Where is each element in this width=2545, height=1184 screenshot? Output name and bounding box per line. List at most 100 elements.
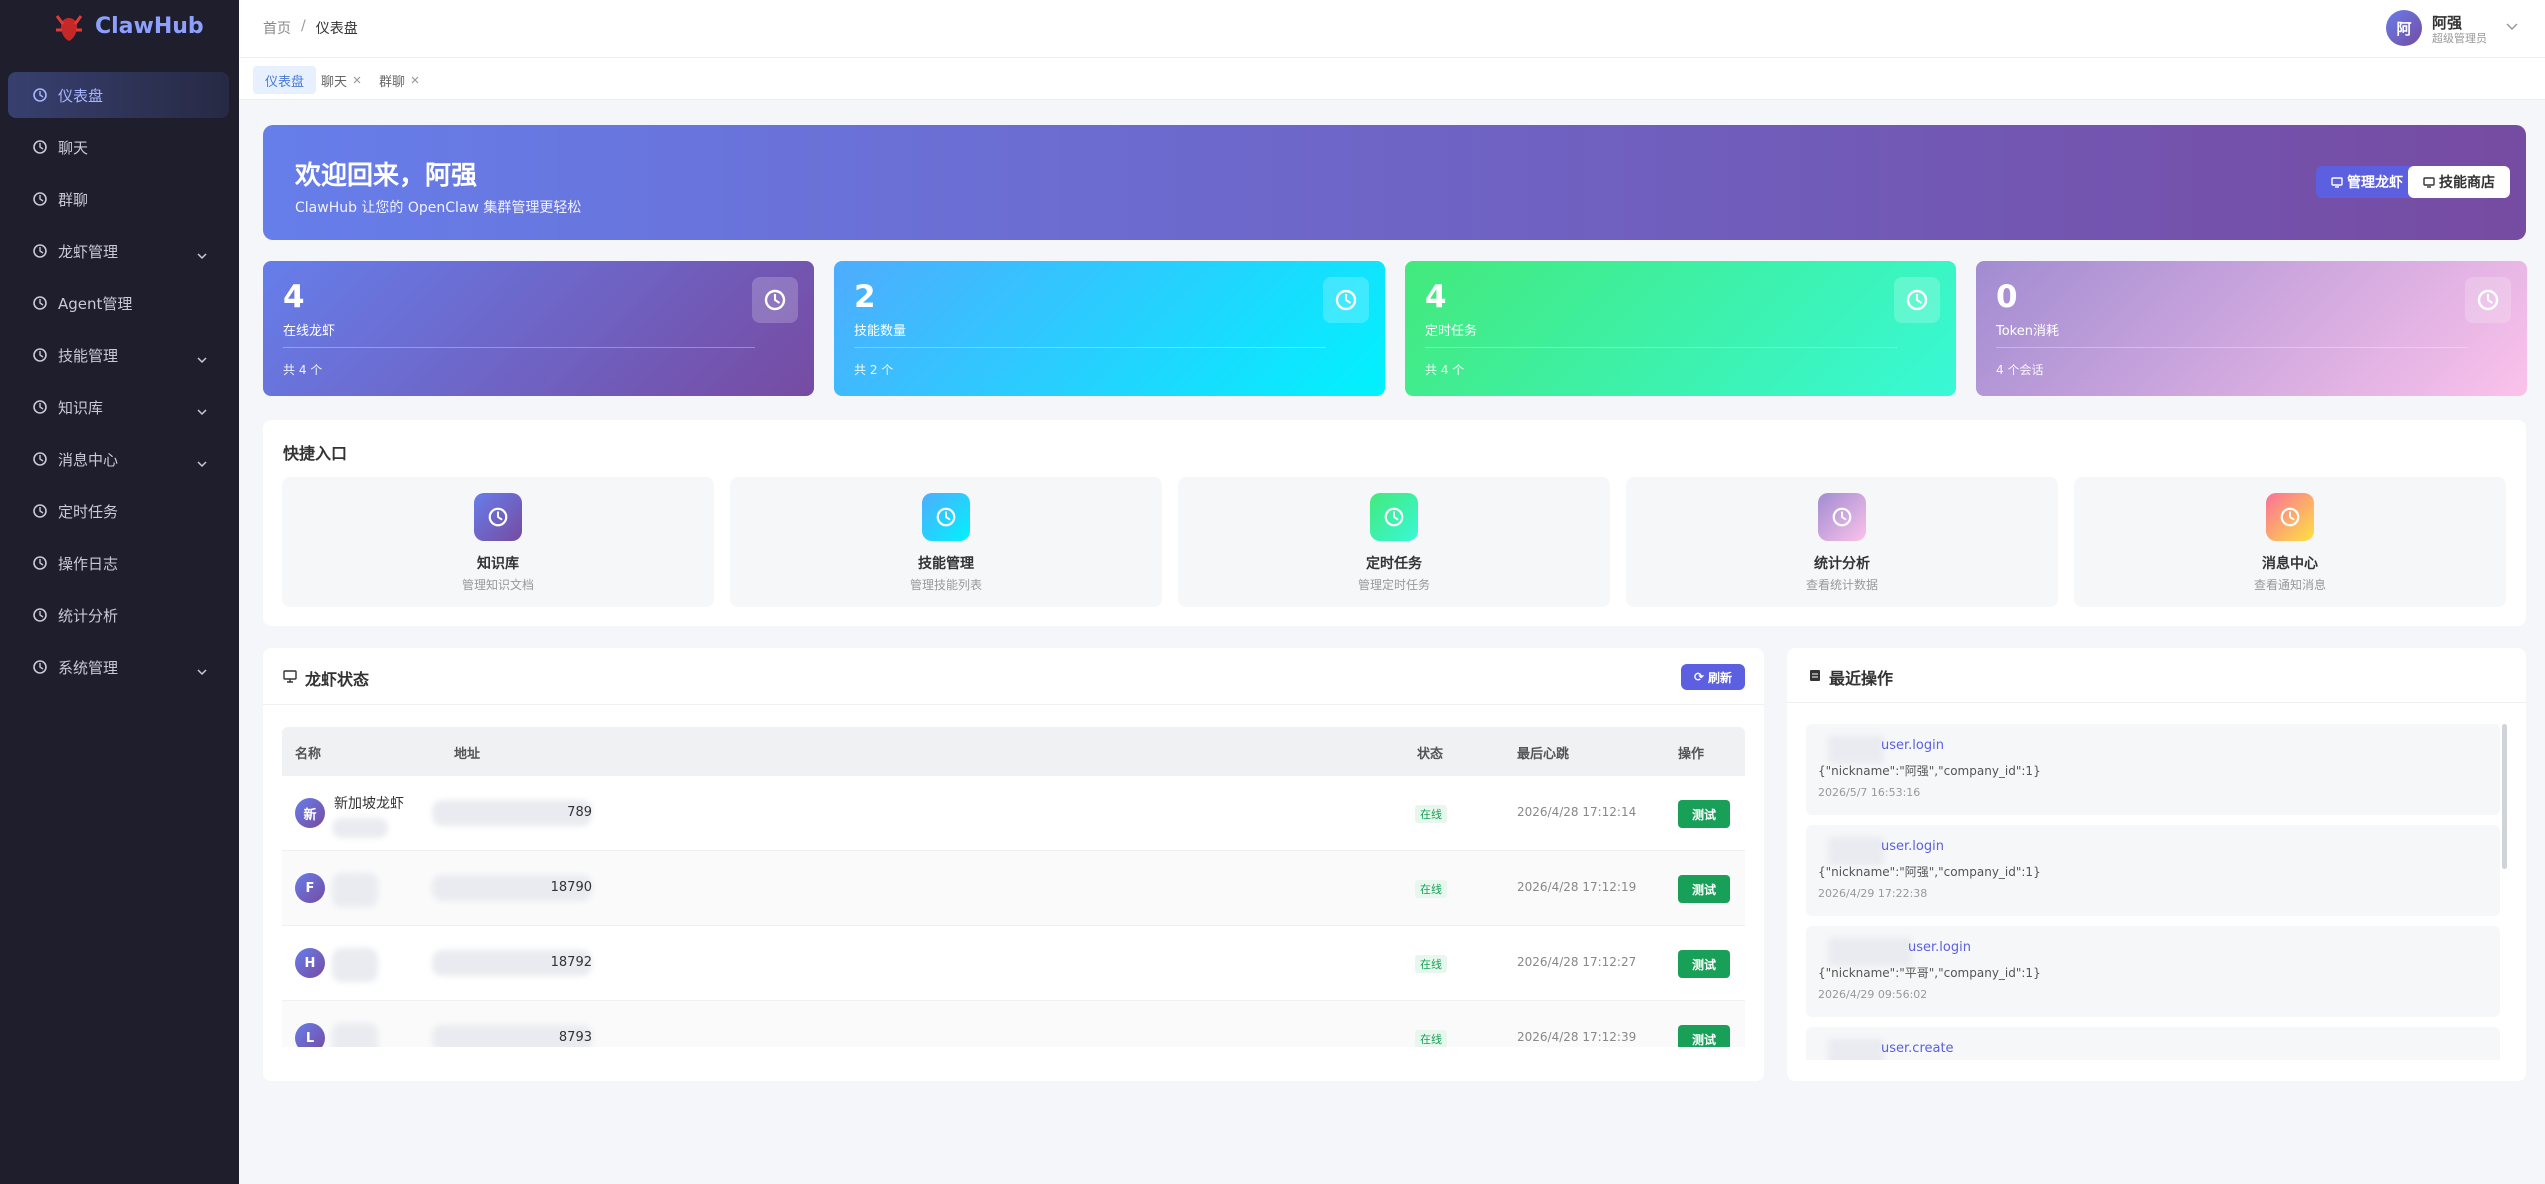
table-row: F 18790 在线 2026/4/28 17:12:19 测试 — [282, 851, 1745, 926]
menu-chevron — [197, 454, 207, 472]
quick-entry-icon — [922, 493, 970, 541]
table-row: H 18792 在线 2026/4/28 17:12:27 测试 — [282, 926, 1745, 1001]
quick-entry-desc: 管理技能列表 — [909, 578, 982, 592]
row-address: 789 — [567, 805, 592, 820]
banner-button[interactable]: 管理龙虾 — [2316, 166, 2418, 198]
refresh-icon: ⟳ — [1693, 670, 1705, 684]
divider — [1787, 702, 2526, 703]
menu-item[interactable]: 定时任务 — [8, 488, 229, 534]
menu-item[interactable]: 统计分析 — [8, 592, 229, 638]
stat-card[interactable]: 2 技能数量共 2 个 — [834, 261, 1385, 396]
stat-icon — [752, 277, 798, 323]
status-tag: 在线 — [1415, 1030, 1447, 1047]
user-name: 阿强 — [2432, 14, 2463, 32]
row-heartbeat: 2026/4/28 17:12:19 — [1517, 880, 1637, 894]
menu-label: 定时任务 — [58, 502, 119, 521]
stat-card[interactable]: 4 定时任务共 4 个 — [1405, 261, 1956, 396]
breadcrumb-item[interactable]: 首页 — [263, 21, 291, 37]
menu-icon — [32, 555, 48, 571]
stat-footer: 共 4 个 — [1425, 363, 1465, 377]
recent-ops-panel: 最近操作 user.login {"nickname":"阿强","company… — [1787, 648, 2526, 1081]
quick-entry-tile[interactable]: 技能管理 管理技能列表 — [730, 477, 1162, 607]
recent-op-item: user.login {"nickname":"平哥","company_id":… — [1806, 926, 2500, 1017]
quick-entry-title: 快捷入口 — [283, 444, 348, 463]
quick-entry-tile[interactable]: 消息中心 查看通知消息 — [2074, 477, 2506, 607]
test-button[interactable]: 测试 — [1678, 950, 1730, 978]
row-address: 18792 — [550, 955, 592, 970]
stat-icon — [2465, 277, 2511, 323]
divider — [263, 704, 1764, 705]
recent-op-item: user.login {"nickname":"阿强","company_id":… — [1806, 825, 2500, 916]
menu-item[interactable]: 技能管理 — [8, 332, 229, 378]
recent-op-item: user.create — [1806, 1027, 2500, 1060]
menu-label: 统计分析 — [58, 606, 119, 625]
test-button[interactable]: 测试 — [1678, 875, 1730, 903]
breadcrumb-separator: / — [301, 18, 306, 34]
redacted — [332, 873, 378, 907]
op-action: user.login — [1881, 839, 1944, 854]
quick-entry-tile[interactable]: 知识库 管理知识文档 — [282, 477, 714, 607]
recent-op-item: user.login {"nickname":"阿强","company_id":… — [1806, 724, 2500, 815]
divider — [1425, 347, 1897, 348]
menu-item[interactable]: 操作日志 — [8, 540, 229, 586]
tab-label: 群聊 — [379, 74, 406, 90]
menu-item[interactable]: 龙虾管理 — [8, 228, 229, 274]
menu-chevron — [197, 402, 207, 420]
quick-entry-title: 定时任务 — [1366, 556, 1422, 572]
tab[interactable]: 群聊 — [367, 66, 431, 94]
banner-button[interactable]: 技能商店 — [2408, 166, 2510, 198]
quick-entry-tile[interactable]: 定时任务 管理定时任务 — [1178, 477, 1610, 607]
test-button[interactable]: 测试 — [1678, 800, 1730, 828]
status-tag: 在线 — [1415, 880, 1447, 898]
op-detail: {"nickname":"阿强","company_id":1} — [1818, 865, 2041, 879]
redacted — [432, 1025, 592, 1047]
menu-label: 操作日志 — [58, 554, 119, 573]
menu-item[interactable]: 仪表盘 — [8, 72, 229, 118]
tab-label: 仪表盘 — [265, 74, 305, 90]
stat-card[interactable]: 4 在线龙虾共 4 个 — [263, 261, 814, 396]
scrollbar[interactable] — [2502, 724, 2507, 869]
stat-value: 2 — [854, 279, 876, 315]
test-button[interactable]: 测试 — [1678, 1025, 1730, 1047]
menu-label: 群聊 — [58, 190, 89, 209]
tab-close[interactable] — [411, 76, 419, 84]
op-action: user.login — [1908, 940, 1971, 955]
quick-entry-desc: 查看通知消息 — [2253, 578, 2326, 592]
column-header: 操作 — [1678, 747, 1705, 762]
stat-card[interactable]: 0 Token消耗 4 个会话 — [1976, 261, 2527, 396]
quick-entry-tile[interactable]: 统计分析 查看统计数据 — [1626, 477, 2058, 607]
refresh-button[interactable]: ⟳ 刷新 — [1681, 664, 1745, 690]
menu-item[interactable]: 知识库 — [8, 384, 229, 430]
table-header: 名称 地址 状态 最后心跳 操作 — [282, 727, 1745, 776]
op-time: 2026/4/29 09:56:02 — [1818, 988, 1928, 1001]
user-avatar[interactable]: 阿 — [2386, 10, 2422, 46]
divider — [854, 347, 1326, 348]
user-menu-chevron[interactable] — [2506, 23, 2518, 31]
menu-label: 龙虾管理 — [58, 242, 119, 261]
stat-value: 4 — [283, 279, 305, 315]
quick-entry-icon — [1818, 493, 1866, 541]
redacted — [332, 1023, 378, 1047]
menu-item[interactable]: 消息中心 — [8, 436, 229, 482]
stat-footer: 共 4 个 — [283, 363, 323, 377]
op-action: user.create — [1881, 1041, 1954, 1056]
menu-item[interactable]: 群聊 — [8, 176, 229, 222]
tabs-bar: 仪表盘 聊天 群聊 — [239, 58, 2545, 100]
welcome-banner: 欢迎回来，阿强 ClawHub 让您的 OpenClaw 集群管理更轻松 管理龙… — [263, 125, 2526, 240]
column-header: 最后心跳 — [1517, 747, 1570, 762]
monitor-icon — [283, 670, 297, 683]
redacted — [332, 948, 378, 982]
tab[interactable]: 仪表盘 — [253, 66, 317, 94]
lobster-status-panel: 龙虾状态 ⟳ 刷新 名称 地址 状态 最后心跳 操作 新新加坡龙虾 789 在线 2026/4/… — [263, 648, 1764, 1081]
menu-item[interactable]: Agent管理 — [8, 280, 229, 326]
menu-icon — [32, 87, 48, 103]
stat-label: 在线龙虾 — [283, 324, 336, 339]
stat-icon — [1323, 277, 1369, 323]
tab[interactable]: 聊天 — [309, 66, 373, 94]
divider — [283, 347, 755, 348]
quick-entry-title: 统计分析 — [1814, 556, 1870, 572]
tab-close[interactable] — [353, 76, 361, 84]
stat-footer: 共 2 个 — [854, 363, 894, 377]
menu-item[interactable]: 系统管理 — [8, 644, 229, 690]
menu-item[interactable]: 聊天 — [8, 124, 229, 170]
